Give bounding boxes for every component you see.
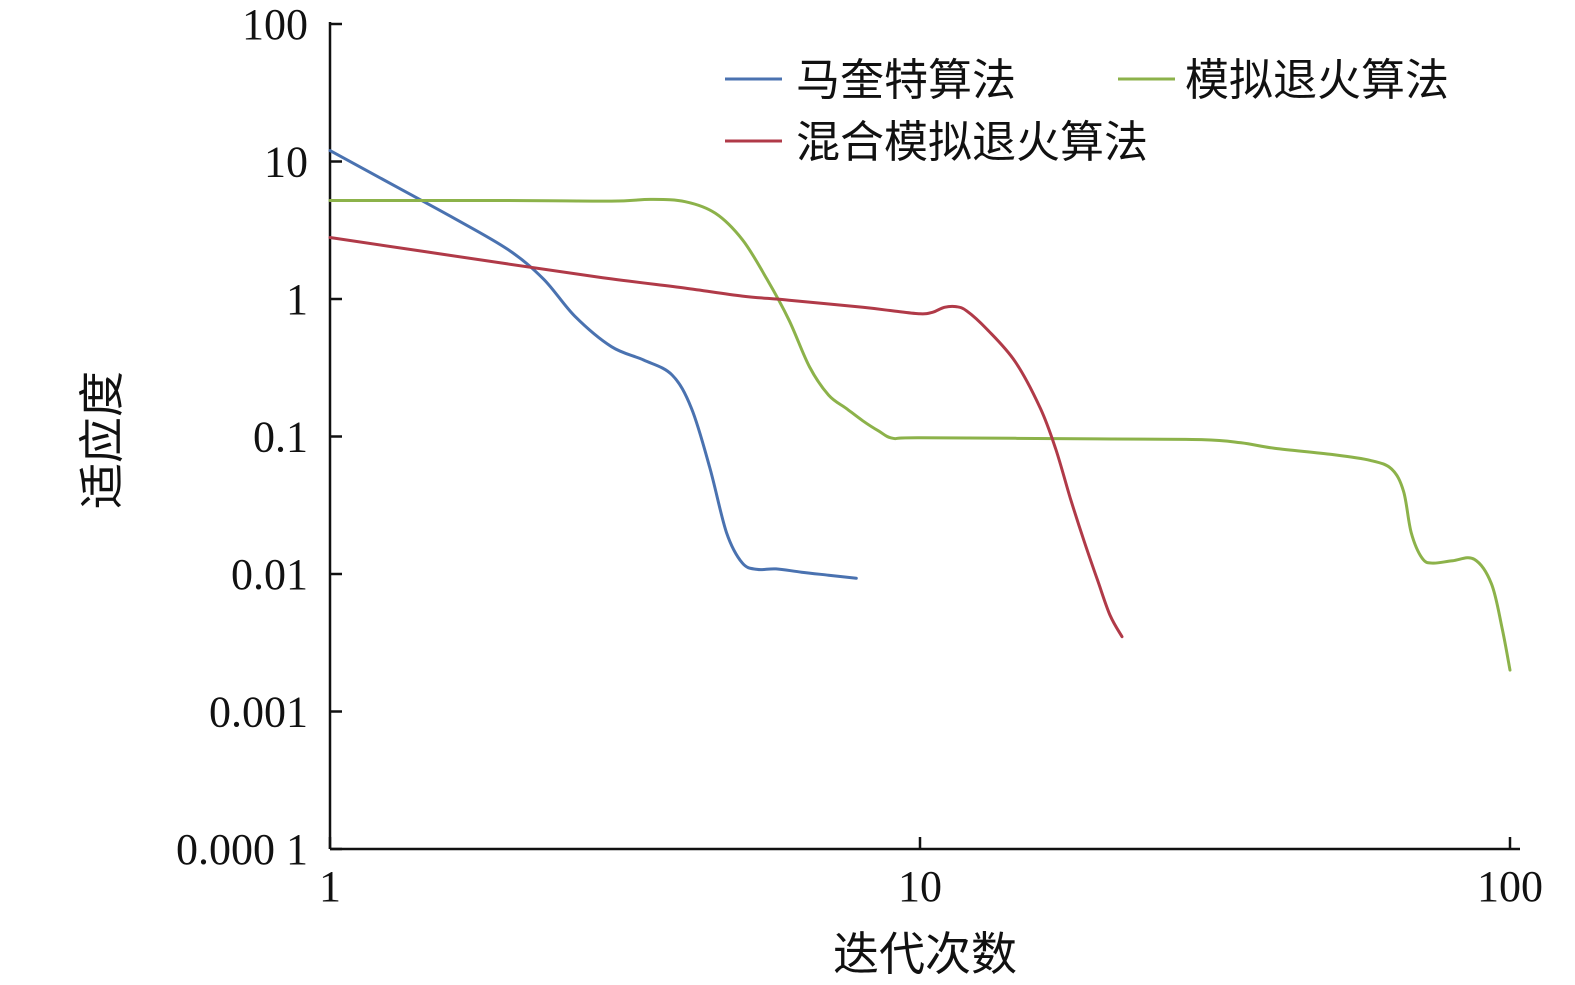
legend: 马奎特算法 模拟退火算法 混合模拟退火算法 [725, 55, 1449, 168]
y-axis-title: 适应度 [75, 371, 129, 509]
y-tick-label: 10 [264, 138, 308, 187]
legend-label-sa: 模拟退火算法 [1185, 55, 1449, 106]
series-line-sa [328, 197, 1512, 672]
x-axis-title: 迭代次数 [833, 927, 1017, 981]
series-line-hybrid-sa [328, 236, 1124, 639]
y-tick-label: 1 [286, 275, 308, 324]
x-ticks: 1 10 100 [319, 837, 1543, 911]
series-lines [328, 149, 1512, 672]
y-tick-label: 100 [242, 0, 308, 49]
x-tick-label: 1 [319, 862, 341, 911]
y-tick-label: 0.1 [253, 413, 308, 462]
y-ticks: 100 10 1 0.1 0.01 0.001 0.000 1 [176, 0, 342, 874]
y-tick-label: 0.000 1 [176, 825, 308, 874]
x-tick-label: 100 [1477, 862, 1543, 911]
y-tick-label: 0.01 [231, 550, 308, 599]
legend-label-marquardt: 马奎特算法 [796, 55, 1016, 106]
legend-label-hybrid-sa: 混合模拟退火算法 [796, 117, 1148, 168]
y-tick-label: 0.001 [209, 688, 308, 737]
x-tick-label: 10 [898, 862, 942, 911]
series-line-marquardt [328, 149, 858, 580]
